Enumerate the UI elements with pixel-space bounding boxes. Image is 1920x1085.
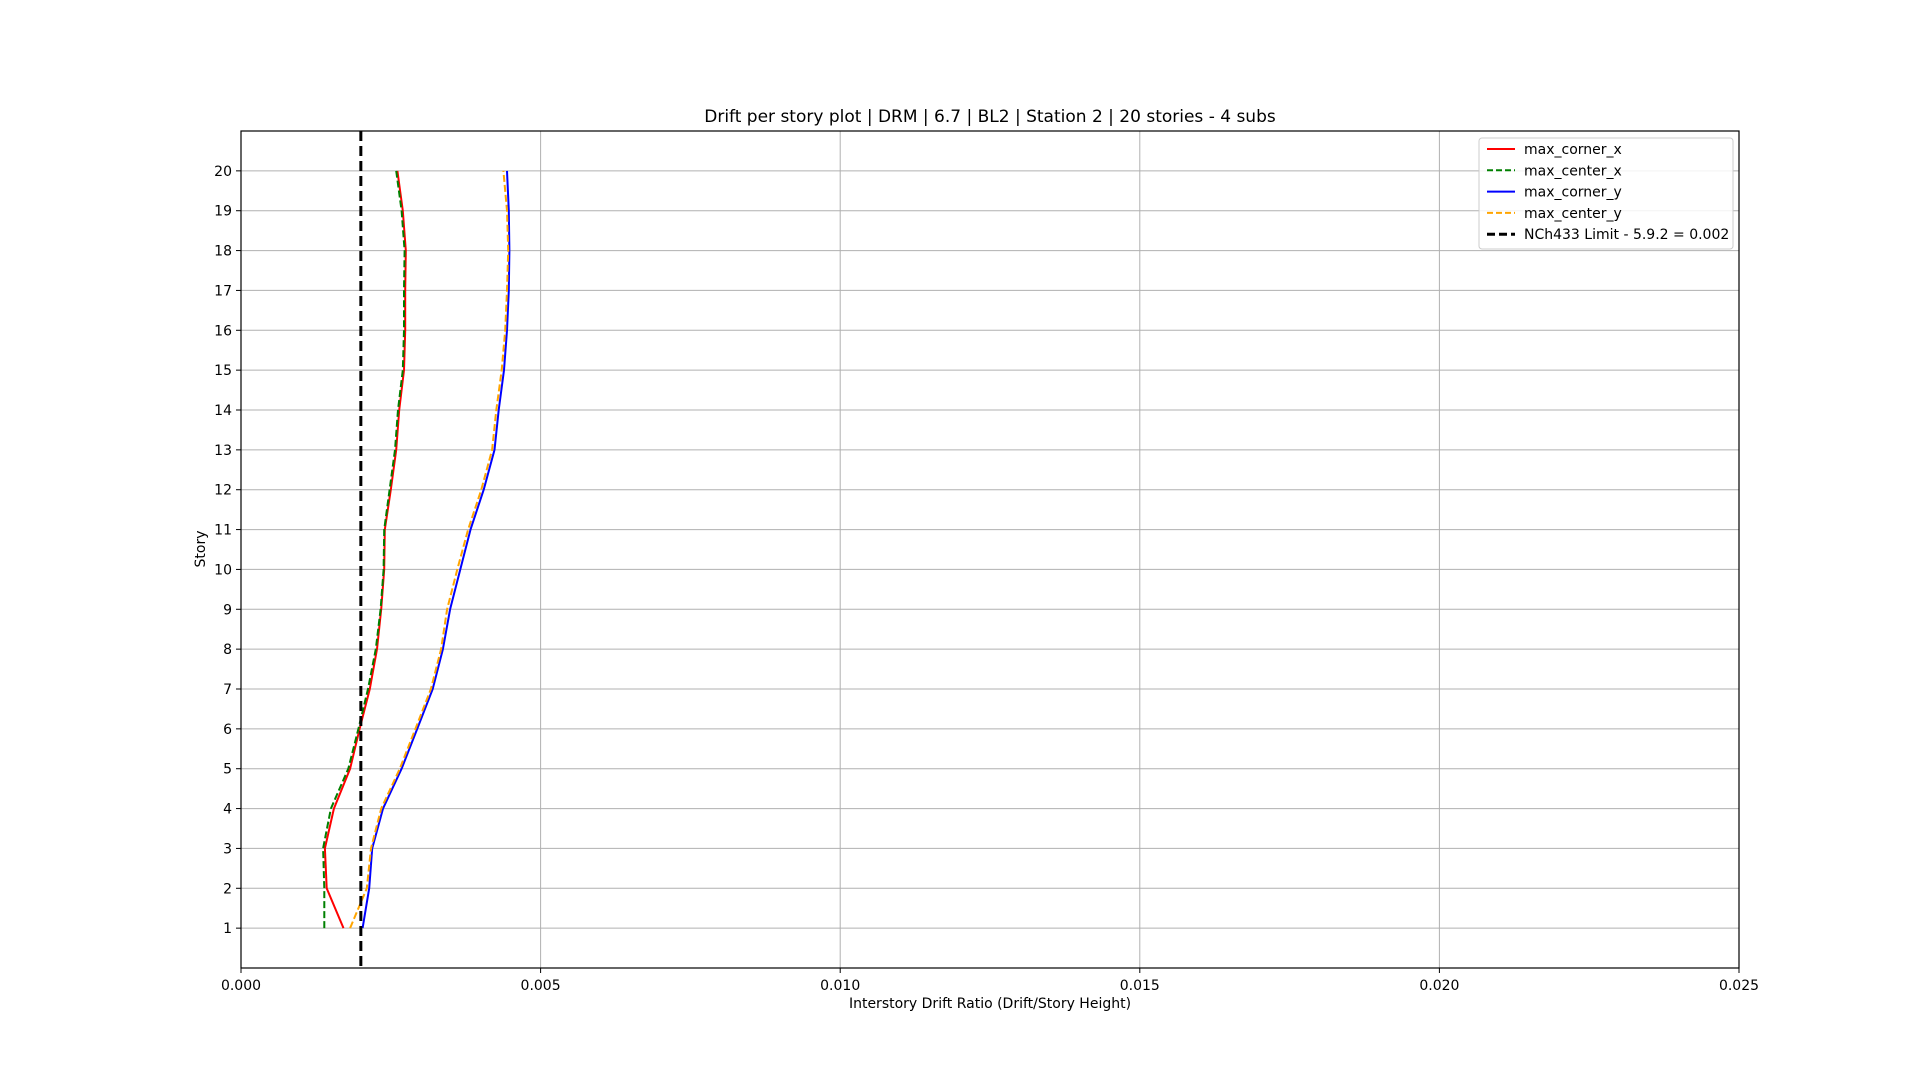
y-tick-label: 7 xyxy=(223,682,232,698)
y-tick-label: 3 xyxy=(223,841,232,857)
plot-frame xyxy=(240,130,1740,969)
y-tick-label: 9 xyxy=(223,602,232,618)
y-tick-label: 13 xyxy=(214,443,232,459)
x-tick-label: 0.000 xyxy=(221,978,261,994)
legend-box xyxy=(1478,137,1734,250)
y-tick-label: 6 xyxy=(223,722,232,738)
y-tick-label: 19 xyxy=(214,204,232,220)
x-tick-label: 0.020 xyxy=(1419,978,1459,994)
y-tick-label: 20 xyxy=(214,164,232,180)
y-tick-label: 8 xyxy=(223,642,232,658)
legend-label: max_corner_x xyxy=(1524,142,1622,158)
y-tick-label: 1 xyxy=(223,921,232,937)
y-tick-label: 17 xyxy=(214,283,232,299)
y-tick-label: 5 xyxy=(223,762,232,778)
series-line-max-center-x xyxy=(322,170,406,929)
x-tick-label: 0.005 xyxy=(521,978,561,994)
legend-label: max_center_y xyxy=(1524,206,1622,222)
x-tick-label: 0.010 xyxy=(820,978,860,994)
y-tick-label: 14 xyxy=(214,403,232,419)
y-tick-label: 2 xyxy=(223,881,232,897)
y-tick-label: 12 xyxy=(214,483,232,499)
y-tick-label: 15 xyxy=(214,363,232,379)
series-line-max-corner-y xyxy=(361,170,511,929)
legend-label: NCh433 Limit - 5.9.2 = 0.002 xyxy=(1524,227,1729,243)
y-axis-label: Story xyxy=(193,531,209,568)
y-tick-label: 11 xyxy=(214,523,232,539)
x-axis: 0.000 0.005 0.010 0.015 0.020 0.025 xyxy=(221,968,1759,994)
y-tick-label: 18 xyxy=(214,244,232,260)
x-axis-label: Interstory Drift Ratio (Drift/Story Heig… xyxy=(849,996,1131,1012)
y-tick-label: 16 xyxy=(214,323,232,339)
series-layer xyxy=(322,131,511,968)
series-line-max-center-y xyxy=(349,170,510,929)
legend: max_corner_x max_center_x max_corner_y max_… xyxy=(1478,137,1734,250)
legend-label: max_center_x xyxy=(1524,163,1622,179)
y-tick-label: 4 xyxy=(223,802,232,818)
y-tick-label: 10 xyxy=(214,562,232,578)
legend-label: max_corner_y xyxy=(1524,185,1622,201)
x-tick-label: 0.025 xyxy=(1719,978,1759,994)
chart-title: Drift per story plot | DRM | 6.7 | BL2 |… xyxy=(704,107,1276,127)
x-tick-label: 0.015 xyxy=(1120,978,1160,994)
